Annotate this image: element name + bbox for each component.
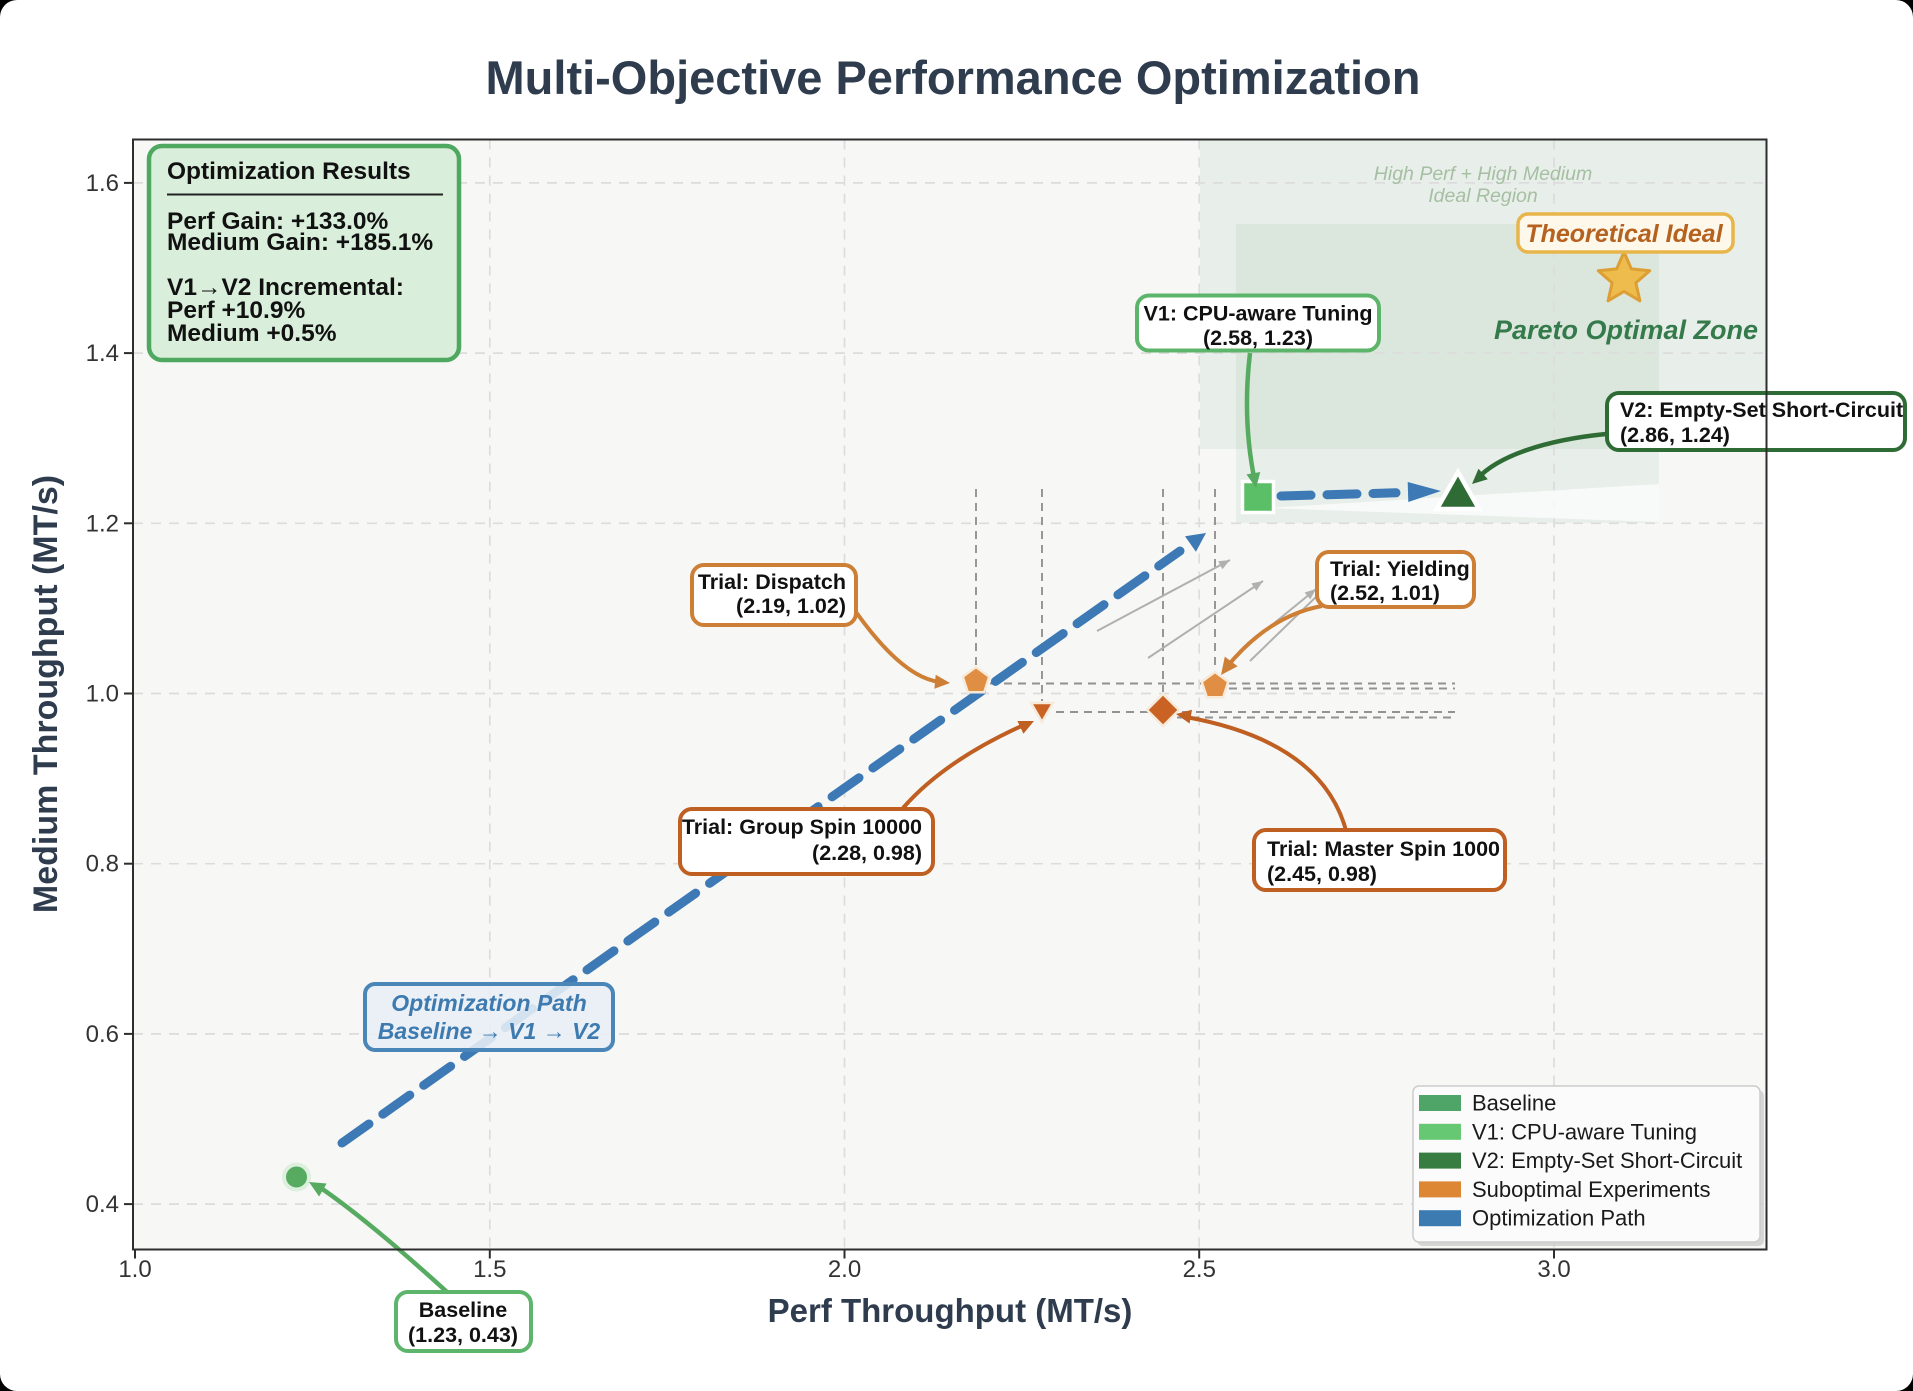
svg-text:V1→V2 Incremental:: V1→V2 Incremental: — [167, 274, 404, 301]
svg-text:(2.28, 0.98): (2.28, 0.98) — [812, 841, 922, 865]
svg-text:1.5: 1.5 — [473, 1256, 506, 1283]
svg-text:(2.58, 1.23): (2.58, 1.23) — [1203, 326, 1313, 350]
svg-text:1.0: 1.0 — [86, 681, 119, 708]
svg-text:Optimization Path: Optimization Path — [391, 990, 587, 1016]
svg-text:1.4: 1.4 — [86, 340, 119, 367]
svg-text:0.6: 0.6 — [86, 1021, 119, 1048]
svg-text:Ideal Region: Ideal Region — [1428, 185, 1538, 207]
svg-text:Trial: Master Spin 1000: Trial: Master Spin 1000 — [1267, 837, 1500, 861]
svg-text:(2.19, 1.02): (2.19, 1.02) — [736, 594, 846, 618]
svg-text:1.0: 1.0 — [118, 1256, 151, 1283]
svg-text:Optimization Results: Optimization Results — [167, 158, 411, 185]
svg-text:V1: CPU-aware Tuning: V1: CPU-aware Tuning — [1472, 1119, 1697, 1144]
svg-text:Medium Gain: +185.1%: Medium Gain: +185.1% — [167, 229, 433, 256]
svg-text:Perf Throughput (MT/s): Perf Throughput (MT/s) — [768, 1292, 1133, 1329]
svg-text:(2.52, 1.01): (2.52, 1.01) — [1330, 581, 1440, 605]
svg-text:V2: Empty-Set Short-Circuit: V2: Empty-Set Short-Circuit — [1620, 398, 1903, 422]
svg-text:Perf +10.9%: Perf +10.9% — [167, 297, 305, 324]
svg-text:Medium Throughput (MT/s): Medium Throughput (MT/s) — [27, 475, 65, 913]
svg-text:Baseline: Baseline — [419, 1298, 507, 1322]
svg-text:Baseline: Baseline — [1472, 1091, 1556, 1116]
svg-text:2.5: 2.5 — [1183, 1256, 1216, 1283]
svg-text:High Perf + High Medium: High Perf + High Medium — [1374, 163, 1592, 185]
svg-text:Trial: Group Spin 10000: Trial: Group Spin 10000 — [682, 815, 922, 839]
svg-text:Theoretical Ideal: Theoretical Ideal — [1525, 220, 1723, 248]
svg-text:(2.45, 0.98): (2.45, 0.98) — [1267, 862, 1377, 886]
svg-text:2.0: 2.0 — [828, 1256, 861, 1283]
svg-text:(1.23, 0.43): (1.23, 0.43) — [408, 1323, 518, 1347]
svg-text:Baseline → V1 → V2: Baseline → V1 → V2 — [378, 1018, 601, 1044]
svg-text:Trial: Yielding: Trial: Yielding — [1330, 557, 1470, 581]
svg-text:V2: Empty-Set Short-Circuit: V2: Empty-Set Short-Circuit — [1472, 1148, 1742, 1173]
svg-text:1.6: 1.6 — [86, 170, 119, 197]
svg-text:Trial: Dispatch: Trial: Dispatch — [698, 570, 846, 594]
svg-text:Pareto Optimal Zone: Pareto Optimal Zone — [1494, 315, 1758, 345]
svg-text:Optimization Path: Optimization Path — [1472, 1206, 1646, 1231]
svg-text:Perf Gain: +133.0%: Perf Gain: +133.0% — [167, 208, 389, 235]
svg-text:Medium +0.5%: Medium +0.5% — [167, 320, 337, 347]
svg-text:0.4: 0.4 — [86, 1191, 119, 1218]
svg-text:3.0: 3.0 — [1537, 1256, 1570, 1283]
svg-text:V1: CPU-aware Tuning: V1: CPU-aware Tuning — [1144, 302, 1373, 326]
svg-text:Multi-Objective Performance Op: Multi-Objective Performance Optimization — [486, 51, 1421, 104]
svg-text:0.8: 0.8 — [86, 851, 119, 878]
svg-text:(2.86, 1.24): (2.86, 1.24) — [1620, 423, 1730, 447]
svg-text:Suboptimal Experiments: Suboptimal Experiments — [1472, 1177, 1710, 1202]
svg-text:1.2: 1.2 — [86, 510, 119, 537]
